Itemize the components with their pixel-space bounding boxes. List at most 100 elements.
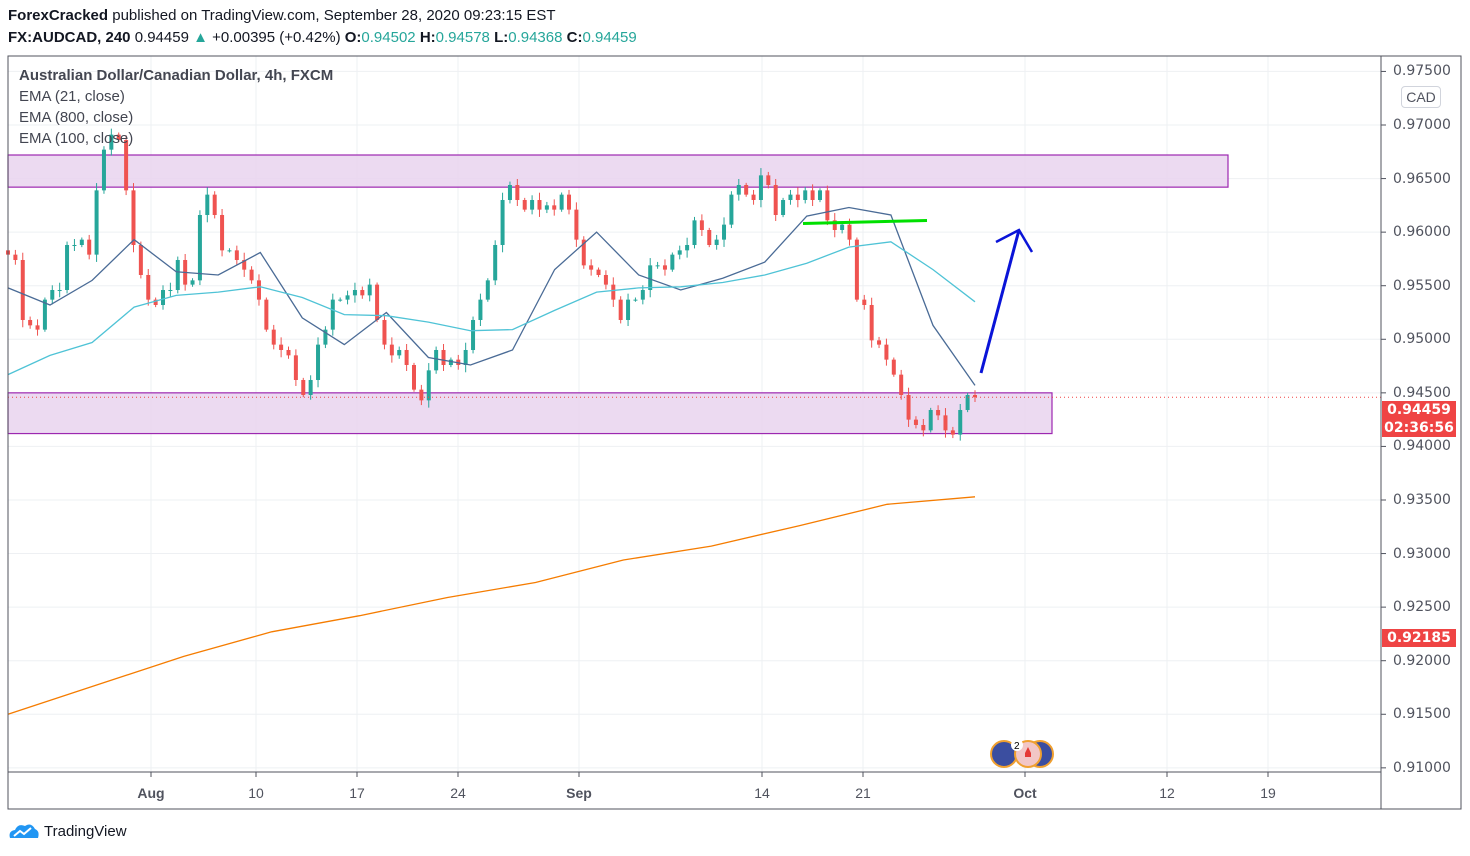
candle-body <box>714 239 719 245</box>
legend-ema100[interactable]: EMA (100, close) <box>19 130 134 147</box>
time-label: 21 <box>855 785 871 801</box>
candle-body <box>751 194 756 200</box>
candle-body <box>256 280 261 300</box>
candle-body <box>419 389 424 401</box>
candle-body <box>567 194 572 210</box>
author-name[interactable]: ForexCracked <box>8 7 109 24</box>
candle-body <box>352 289 357 296</box>
candle-body <box>101 149 106 191</box>
candle-body <box>161 289 166 305</box>
open-value: 0.94502 <box>361 29 416 46</box>
candle-body <box>227 250 232 252</box>
candle-body <box>168 289 173 291</box>
candle-body <box>35 325 40 330</box>
candle-body <box>773 184 778 215</box>
legend-ema800[interactable]: EMA (800, close) <box>19 109 134 126</box>
candle-body <box>448 359 453 365</box>
candle-body <box>79 239 84 245</box>
drawings <box>8 218 1381 398</box>
candle-body <box>913 419 918 425</box>
candle-body <box>308 379 313 395</box>
candle-body <box>633 299 638 301</box>
ema21-line <box>7 206 976 386</box>
time-label: 17 <box>349 785 365 801</box>
candle-body <box>618 299 623 320</box>
candle-body <box>375 284 380 320</box>
candle-body <box>50 289 55 300</box>
cloud-logo-icon <box>9 824 39 838</box>
price-label: 0.91500 <box>1393 706 1451 723</box>
horizontal-level-line <box>802 218 928 225</box>
candle-body <box>13 254 18 260</box>
candle-body <box>426 370 431 401</box>
candle-body <box>338 299 343 301</box>
candle-body <box>389 344 394 356</box>
candle-body <box>574 209 579 240</box>
ema-lines <box>7 206 976 715</box>
time-label: 19 <box>1260 785 1276 801</box>
candle-body <box>507 184 512 200</box>
tradingview-logo[interactable]: TradingView <box>8 822 127 840</box>
candle-body <box>234 250 239 260</box>
candle-body <box>175 259 180 290</box>
candle-body <box>286 349 291 356</box>
publish-info: ForexCracked published on TradingView.co… <box>8 7 556 24</box>
candle-body <box>360 289 365 296</box>
candle-body <box>242 259 247 270</box>
candle-body <box>965 394 970 410</box>
currency-badge[interactable]: CAD <box>1401 86 1441 108</box>
candle-body <box>958 409 963 435</box>
last-price: 0.94459 <box>134 29 189 46</box>
up-triangle-icon: ▲ <box>193 29 208 46</box>
low-value: 0.94368 <box>508 29 563 46</box>
candle-body <box>537 199 542 210</box>
candle-body <box>131 190 136 245</box>
legend-ema21[interactable]: EMA (21, close) <box>19 88 125 105</box>
candle-body <box>611 284 616 300</box>
candle-body <box>367 284 372 296</box>
symbol: FX:AUDCAD, 240 <box>8 29 131 46</box>
time-label: 24 <box>450 785 466 801</box>
arrow-head-icon <box>995 228 1034 253</box>
candle-body <box>803 190 808 200</box>
low-label: L: <box>494 29 509 46</box>
candle-body <box>323 329 328 345</box>
candle-body <box>906 394 911 420</box>
candle-body <box>840 224 845 230</box>
candle-body <box>471 319 476 350</box>
candle-body <box>744 184 749 195</box>
candle-body <box>94 190 99 255</box>
rectangle-zone <box>7 392 1053 435</box>
candle-body <box>869 304 874 341</box>
candle-body <box>603 274 608 285</box>
candle-body <box>197 214 202 281</box>
price-label: 0.95500 <box>1393 277 1451 294</box>
price-label: 0.96500 <box>1393 170 1451 187</box>
time-label: 10 <box>248 785 264 801</box>
candle-body <box>382 319 387 345</box>
candle-body <box>515 184 520 200</box>
candle-body <box>463 349 468 365</box>
candle-body <box>404 349 409 365</box>
time-label: Aug <box>137 785 165 801</box>
candle-body <box>124 139 129 191</box>
projection-arrow <box>979 229 1021 374</box>
candle-body <box>589 265 594 270</box>
price-label: 0.97000 <box>1393 117 1451 133</box>
candle-body <box>862 299 867 305</box>
candle-body <box>670 254 675 270</box>
candle-body <box>973 394 977 398</box>
high-value: 0.94578 <box>435 29 490 46</box>
candle-body <box>559 194 564 210</box>
candle-body <box>441 349 446 365</box>
candle-body <box>530 199 535 210</box>
brand-name: TradingView <box>44 822 127 840</box>
economic-events-flags-icon[interactable]: 2 <box>988 738 1062 770</box>
rectangle-zone <box>7 154 1229 188</box>
candle-body <box>485 280 490 300</box>
candle-body <box>781 199 786 215</box>
candle-body <box>825 190 830 221</box>
candle-body <box>648 265 653 290</box>
candle-body <box>316 344 321 380</box>
